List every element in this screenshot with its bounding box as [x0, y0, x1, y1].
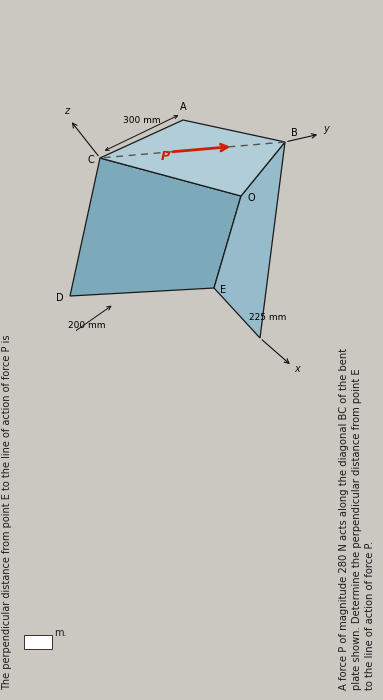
Text: P: P [160, 150, 169, 163]
Text: 300 mm: 300 mm [123, 116, 160, 125]
Text: A force P of magnitude 280 N acts along the diagonal BC of the bent
plate shown.: A force P of magnitude 280 N acts along … [339, 348, 375, 690]
Polygon shape [70, 158, 241, 296]
Text: D: D [56, 293, 64, 303]
Text: E: E [220, 285, 226, 295]
Text: The perpendicular distance from point E to the line of action of force P is: The perpendicular distance from point E … [2, 335, 12, 690]
Text: x: x [294, 364, 300, 374]
Text: O: O [247, 193, 255, 203]
Text: B: B [291, 128, 298, 138]
Text: A: A [180, 102, 186, 112]
Polygon shape [100, 120, 285, 196]
Text: C: C [87, 155, 94, 165]
Text: z: z [64, 106, 69, 116]
Polygon shape [214, 142, 285, 338]
FancyBboxPatch shape [24, 635, 52, 649]
Text: 225 mm: 225 mm [249, 314, 286, 323]
Text: y: y [323, 124, 329, 134]
Text: m.: m. [54, 628, 67, 638]
Text: 200 mm: 200 mm [68, 321, 105, 330]
